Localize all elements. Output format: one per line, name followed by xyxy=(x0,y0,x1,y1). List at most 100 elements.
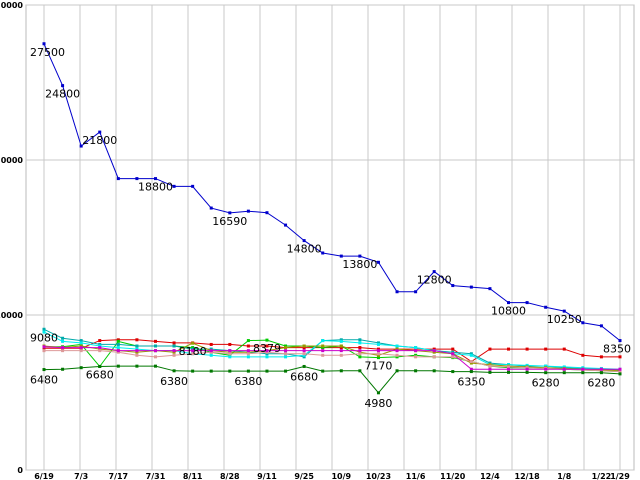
data-point xyxy=(544,305,548,309)
data-point xyxy=(209,347,213,351)
data-point xyxy=(302,364,306,368)
data-point xyxy=(488,287,492,291)
y-tick-label: 0 xyxy=(17,466,23,475)
data-point xyxy=(265,350,269,354)
data-point xyxy=(562,371,566,375)
data-point xyxy=(618,339,622,343)
data-point xyxy=(358,338,362,342)
data-point xyxy=(246,339,250,343)
data-point xyxy=(339,349,343,353)
data-point xyxy=(525,367,529,371)
data-point xyxy=(228,353,232,357)
data-point xyxy=(321,339,325,343)
data-point xyxy=(376,347,380,351)
data-point xyxy=(284,223,288,227)
data-point xyxy=(284,369,288,373)
data-point xyxy=(135,364,139,368)
data-point xyxy=(42,346,46,350)
data-point xyxy=(618,367,622,371)
data-point xyxy=(321,369,325,373)
data-label: 6380 xyxy=(160,375,188,388)
data-point xyxy=(376,260,380,264)
series-line xyxy=(43,342,621,372)
data-point xyxy=(191,369,195,373)
data-point xyxy=(172,341,176,345)
data-point xyxy=(339,344,343,348)
data-point xyxy=(525,366,529,370)
y-tick-label: 20000 xyxy=(0,156,23,165)
data-point xyxy=(599,367,603,371)
data-point xyxy=(469,353,473,357)
data-point xyxy=(302,355,306,359)
data-point xyxy=(469,361,473,365)
x-tick-label: 10/9 xyxy=(331,472,351,480)
data-point xyxy=(172,184,176,188)
data-point xyxy=(228,350,232,354)
data-point xyxy=(98,364,102,368)
data-point xyxy=(116,177,120,181)
data-point xyxy=(79,349,83,353)
x-tick-label: 8/28 xyxy=(220,472,240,480)
data-point xyxy=(116,342,120,346)
data-point xyxy=(246,209,250,213)
x-tick-label: 6/19 xyxy=(34,472,54,480)
data-point xyxy=(42,42,46,46)
series-line xyxy=(43,331,621,370)
data-point xyxy=(395,369,399,373)
series-line xyxy=(44,339,620,363)
data-point xyxy=(172,349,176,353)
data-point xyxy=(284,349,288,353)
data-point xyxy=(544,364,548,368)
data-point xyxy=(98,342,102,346)
data-point xyxy=(321,251,325,255)
data-point xyxy=(265,338,269,342)
data-label: 6350 xyxy=(457,376,485,389)
data-point xyxy=(562,309,566,313)
grid-lines xyxy=(26,4,634,471)
data-point xyxy=(339,254,343,258)
data-point xyxy=(228,369,232,373)
data-point xyxy=(172,353,176,357)
data-point xyxy=(451,284,455,288)
data-point xyxy=(302,349,306,353)
data-point xyxy=(618,355,622,359)
data-point xyxy=(246,350,250,354)
data-point xyxy=(191,346,195,350)
data-point xyxy=(98,130,102,134)
data-point xyxy=(153,339,157,343)
data-point xyxy=(525,370,529,374)
data-series xyxy=(42,42,622,395)
data-point xyxy=(135,344,139,348)
data-point xyxy=(246,344,250,348)
data-point xyxy=(451,370,455,374)
data-point xyxy=(544,371,548,375)
x-tick-label: 11/6 xyxy=(406,472,426,480)
data-point xyxy=(228,349,232,353)
data-point xyxy=(135,347,139,351)
x-tick-label: 1/8 xyxy=(557,472,571,480)
data-point xyxy=(339,346,343,350)
data-label: 6680 xyxy=(86,368,114,381)
data-point xyxy=(209,369,213,373)
data-point xyxy=(302,353,306,357)
data-point xyxy=(469,370,473,374)
data-point xyxy=(469,367,473,371)
data-point xyxy=(358,341,362,345)
data-point xyxy=(525,347,529,351)
x-tick-label: 1/22 xyxy=(592,472,612,480)
data-point xyxy=(98,339,102,343)
data-point xyxy=(153,355,157,359)
y-tick-label: 30000 xyxy=(0,1,23,10)
data-point xyxy=(79,344,83,348)
data-point xyxy=(61,349,65,353)
data-point xyxy=(395,347,399,351)
data-point xyxy=(488,361,492,365)
data-point xyxy=(376,342,380,346)
data-label: 18800 xyxy=(138,181,173,194)
data-point xyxy=(581,367,585,371)
data-point xyxy=(302,344,306,348)
data-point xyxy=(618,372,622,376)
data-point xyxy=(209,349,213,353)
data-point xyxy=(116,339,120,343)
data-point xyxy=(469,352,473,356)
